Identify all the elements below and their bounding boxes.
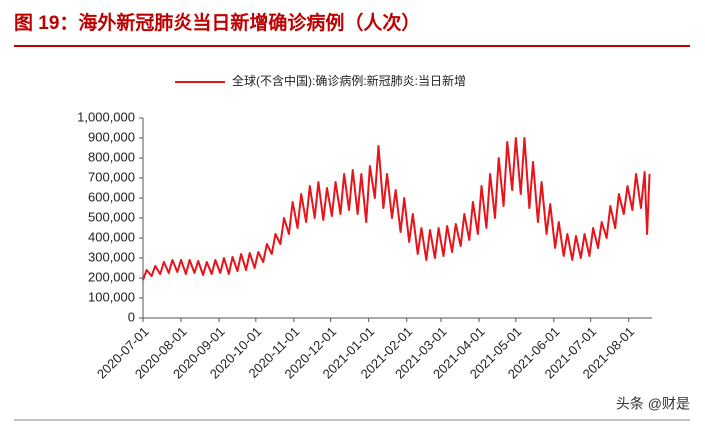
y-tick-label: 100,000 xyxy=(88,289,135,304)
y-tick-label: 200,000 xyxy=(88,269,135,284)
y-tick-label: 300,000 xyxy=(88,249,135,264)
y-tick-label: 0 xyxy=(128,309,135,324)
y-tick-label: 900,000 xyxy=(88,129,135,144)
y-tick-label: 800,000 xyxy=(88,149,135,164)
y-tick-label: 400,000 xyxy=(88,229,135,244)
watermark: 头条 @财是 xyxy=(616,396,690,412)
y-tick-label: 1,000,000 xyxy=(77,109,135,124)
y-tick-label: 500,000 xyxy=(88,209,135,224)
legend-label: 全球(不含中国):确诊病例:新冠肺炎:当日新增 xyxy=(232,73,466,88)
y-tick-label: 700,000 xyxy=(88,169,135,184)
title: 图 19：海外新冠肺炎当日新增确诊病例（人次） xyxy=(14,11,420,34)
line-series xyxy=(142,137,651,281)
y-tick-label: 600,000 xyxy=(88,189,135,204)
